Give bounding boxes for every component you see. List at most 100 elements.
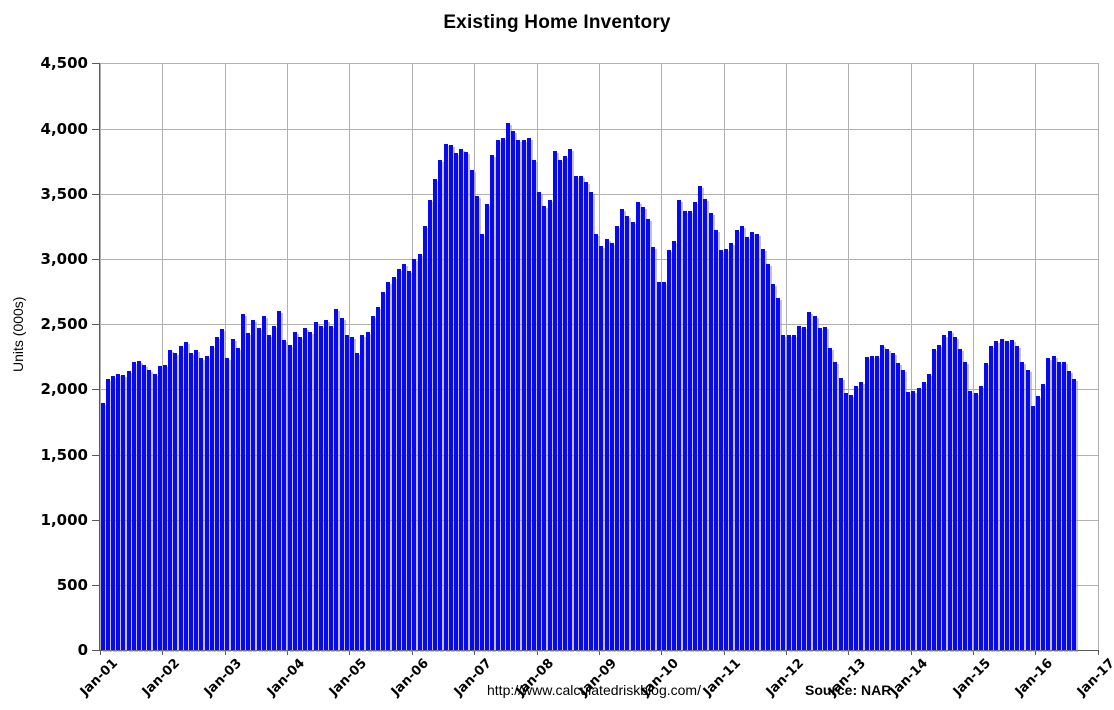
inventory-bar <box>448 145 453 651</box>
inventory-bar <box>183 342 188 651</box>
inventory-bar <box>880 345 885 651</box>
y-axis-tick <box>92 193 100 195</box>
inventory-bar <box>594 234 599 651</box>
x-tick-label: Jan-12 <box>763 656 807 700</box>
inventory-bar <box>469 170 474 651</box>
inventory-bar <box>895 363 900 651</box>
inventory-bar <box>625 215 630 651</box>
y-axis-tick <box>92 454 100 456</box>
inventory-bar <box>833 362 838 651</box>
inventory-bar <box>261 316 266 651</box>
y-axis-tick <box>92 128 100 130</box>
inventory-bar <box>428 200 432 651</box>
chart-title: Existing Home Inventory <box>443 12 671 33</box>
inventory-bar <box>443 144 448 651</box>
x-tick-label: Jan-06 <box>389 656 433 700</box>
inventory-bar <box>1041 384 1046 651</box>
inventory-bar <box>765 264 770 651</box>
x-axis-tick <box>1035 650 1037 656</box>
inventory-bar <box>609 243 614 651</box>
inventory-bar <box>204 355 209 651</box>
inventory-bar <box>1030 406 1035 651</box>
inventory-bar <box>906 392 911 651</box>
inventory-bar <box>162 364 167 651</box>
x-tick-label: Jan-15 <box>950 656 994 700</box>
inventory-bar <box>370 316 375 651</box>
y-tick-label: 2,000 <box>40 380 88 399</box>
inventory-bar <box>209 346 214 651</box>
inventory-bar <box>963 362 968 651</box>
inventory-bar <box>376 307 381 651</box>
x-axis-tick <box>474 650 476 656</box>
x-axis-tick <box>1097 650 1099 656</box>
v-gridline <box>536 63 538 651</box>
v-gridline <box>1035 63 1037 651</box>
x-tick-label: Jan-16 <box>1012 656 1057 700</box>
inventory-bar <box>479 234 484 651</box>
inventory-bar <box>287 345 292 651</box>
inventory-bar <box>422 226 427 651</box>
v-gridline <box>723 63 725 651</box>
inventory-bar <box>599 245 604 651</box>
inventory-bar <box>703 198 708 651</box>
v-gridline <box>474 63 476 651</box>
inventory-bar <box>890 352 895 651</box>
v-gridline <box>848 63 850 651</box>
x-axis-line <box>99 650 1098 652</box>
inventory-bar <box>500 137 505 651</box>
inventory-bar <box>682 210 687 651</box>
inventory-bar <box>724 248 729 651</box>
x-tick-label: Jan-17 <box>1075 656 1114 700</box>
inventory-bar <box>126 371 131 651</box>
inventory-bar <box>729 243 734 651</box>
inventory-bar <box>1046 358 1051 651</box>
inventory-bar <box>604 239 609 651</box>
y-axis-tick <box>92 324 100 326</box>
inventory-bar <box>136 360 141 651</box>
inventory-bar <box>942 334 947 651</box>
x-axis-tick <box>910 650 912 656</box>
inventory-bar <box>453 153 458 651</box>
inventory-bar <box>157 365 162 651</box>
inventory-bar <box>474 196 479 651</box>
inventory-bar <box>178 346 183 651</box>
inventory-bar <box>386 282 391 651</box>
x-tick-label: Jan-11 <box>700 656 745 700</box>
inventory-bar <box>557 159 562 651</box>
inventory-bar <box>822 326 827 651</box>
inventory-bar <box>542 205 547 651</box>
inventory-bar <box>277 311 282 651</box>
inventory-bar <box>911 390 916 651</box>
x-axis-tick <box>536 650 538 656</box>
inventory-bar <box>630 222 635 651</box>
inventory-bar <box>105 379 110 651</box>
inventory-bar <box>615 226 620 651</box>
inventory-bar <box>952 337 957 651</box>
inventory-bar <box>828 347 833 651</box>
inventory-bar <box>464 152 469 651</box>
inventory-bar <box>214 337 219 651</box>
y-tick-label: 1,500 <box>40 445 88 464</box>
inventory-bar <box>807 312 812 651</box>
inventory-bar <box>791 334 796 651</box>
x-axis-tick <box>162 650 164 656</box>
inventory-bar <box>1004 341 1009 651</box>
inventory-bar <box>1051 355 1056 651</box>
inventory-bar <box>490 154 495 651</box>
inventory-bar <box>438 159 443 651</box>
inventory-bar <box>926 373 931 651</box>
y-tick-label: 3,500 <box>40 184 88 203</box>
inventory-bar <box>843 393 848 651</box>
inventory-bar <box>978 385 983 651</box>
inventory-bar <box>256 328 261 651</box>
x-tick-label: Jan-03 <box>201 656 246 700</box>
inventory-bar <box>308 332 313 651</box>
x-axis-tick <box>661 650 663 656</box>
x-axis-tick <box>785 650 787 656</box>
inventory-bar <box>968 390 973 651</box>
x-axis-tick <box>287 650 289 656</box>
inventory-bar <box>958 349 963 651</box>
y-axis-tick <box>92 650 100 652</box>
x-tick-label: Jan-02 <box>139 656 183 700</box>
inventory-bar <box>199 358 204 651</box>
